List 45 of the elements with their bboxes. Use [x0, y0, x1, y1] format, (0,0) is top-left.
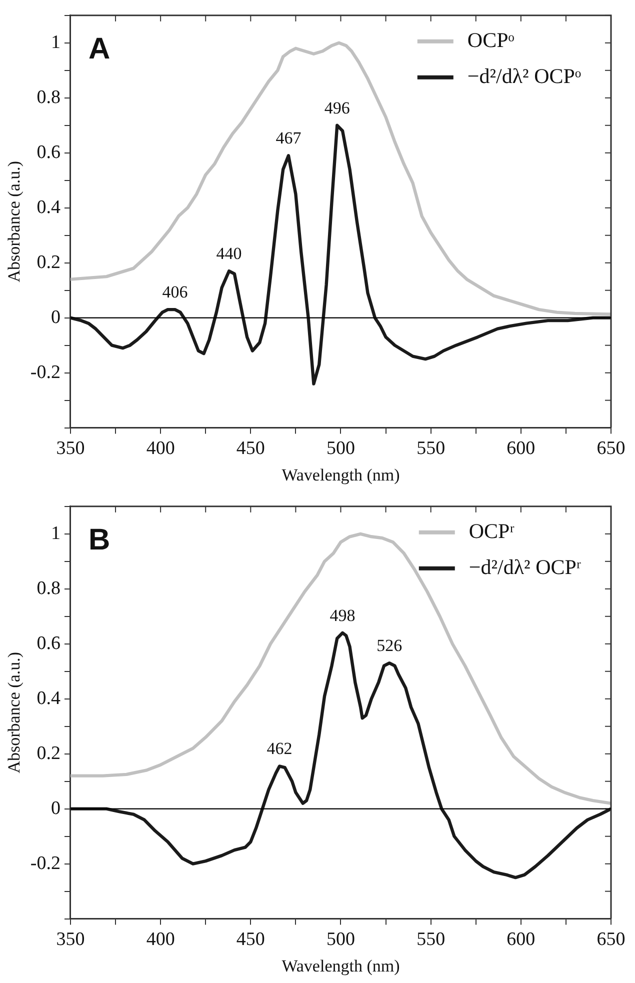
legend-label: OCPʳ: [468, 518, 515, 543]
y-tick-label: 0.4: [36, 196, 61, 218]
y-tick-label: -0.2: [30, 852, 60, 874]
x-tick-label: 650: [596, 929, 626, 950]
annotation: 406: [162, 282, 188, 302]
annotation: 496: [324, 98, 350, 118]
y-tick-label: 0.2: [36, 252, 60, 273]
legend-label: −d²/dλ² OCPᵒ: [467, 64, 582, 88]
y-tick-label: 1: [50, 522, 60, 544]
y-tick-label: -0.2: [30, 362, 60, 383]
x-axis-title: Wavelength (nm): [282, 956, 400, 976]
y-tick-label: 1: [50, 32, 60, 53]
annotation: 440: [216, 244, 242, 264]
x-tick-label: 650: [596, 438, 626, 460]
y-tick-label: 0.8: [36, 86, 60, 108]
annotation: A: [88, 32, 110, 66]
x-tick-label: 400: [146, 929, 175, 950]
x-tick-label: 600: [506, 929, 536, 950]
annotation: 467: [276, 128, 302, 148]
y-tick-label: 0.2: [36, 742, 60, 764]
x-tick-label: 400: [146, 438, 175, 460]
x-tick-label: 500: [326, 438, 355, 460]
x-axis-title: Wavelength (nm): [282, 465, 400, 484]
y-tick-label: 0: [50, 798, 60, 819]
x-tick-label: 550: [416, 929, 446, 950]
x-tick-label: 500: [326, 929, 355, 950]
y-tick-label: 0.4: [36, 688, 61, 709]
y-axis-title: Absorbance (a.u.): [4, 652, 24, 774]
annotation: 526: [376, 636, 402, 656]
x-tick-label: 550: [416, 438, 446, 460]
x-tick-label: 450: [236, 929, 265, 950]
x-tick-label: 600: [506, 438, 536, 460]
annotation: 462: [266, 739, 292, 758]
legend-label: OCPᵒ: [467, 28, 514, 52]
annotation: 498: [330, 606, 356, 625]
y-tick-label: 0.6: [36, 142, 60, 163]
x-tick-label: 350: [56, 929, 85, 950]
y-tick-label: 0: [50, 306, 60, 328]
x-tick-label: 350: [56, 438, 85, 460]
annotation: B: [88, 523, 110, 556]
y-tick-label: 0.6: [36, 632, 60, 654]
y-tick-label: 0.8: [36, 578, 60, 599]
y-axis-title: Absorbance (a.u.): [4, 160, 24, 282]
legend-label: −d²/dλ² OCPʳ: [468, 554, 582, 579]
x-tick-label: 450: [236, 438, 265, 460]
